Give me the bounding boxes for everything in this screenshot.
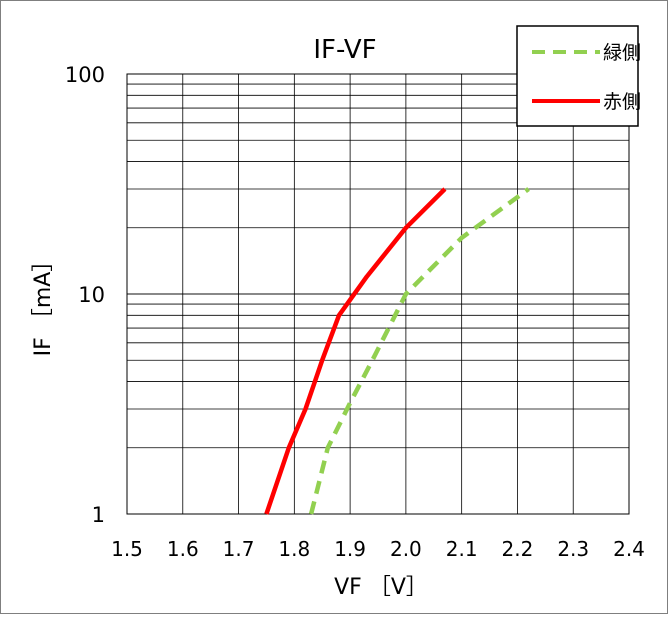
x-tick-label: 2.1 [446, 537, 478, 561]
x-axis-label: VF ［V］ [334, 575, 428, 600]
plot-area [126, 73, 630, 515]
legend: 緑側 赤側 [516, 25, 641, 127]
y-axis-label: IF ［mA］ [31, 250, 56, 357]
x-tick-label: 2.4 [613, 537, 645, 561]
x-tick-label: 2.3 [557, 537, 589, 561]
legend-box [516, 25, 639, 127]
y-tick-labels: 1 10 100 [65, 63, 105, 527]
series-layer [264, 187, 530, 515]
x-tick-label: 2.0 [390, 537, 422, 561]
series-line-red [264, 187, 447, 515]
chart-title: IF-VF [313, 35, 376, 65]
y-tick-label: 1 [92, 503, 105, 527]
legend-label-red: 赤側 [603, 91, 641, 113]
x-tick-label: 1.8 [278, 537, 310, 561]
x-tick-label: 1.7 [223, 537, 255, 561]
series-line-green [308, 187, 530, 515]
x-tick-label: 1.9 [334, 537, 366, 561]
x-tick-label: 2.2 [502, 537, 534, 561]
x-tick-labels: 1.5 1.6 1.7 1.8 1.9 2.0 2.1 2.2 2.3 2.4 [111, 537, 645, 561]
y-tick-label: 10 [78, 283, 105, 307]
x-tick-label: 1.6 [167, 537, 199, 561]
legend-label-green: 緑側 [603, 42, 641, 64]
x-tick-label: 1.5 [111, 537, 143, 561]
y-tick-label: 100 [65, 63, 105, 87]
grid [126, 73, 630, 515]
